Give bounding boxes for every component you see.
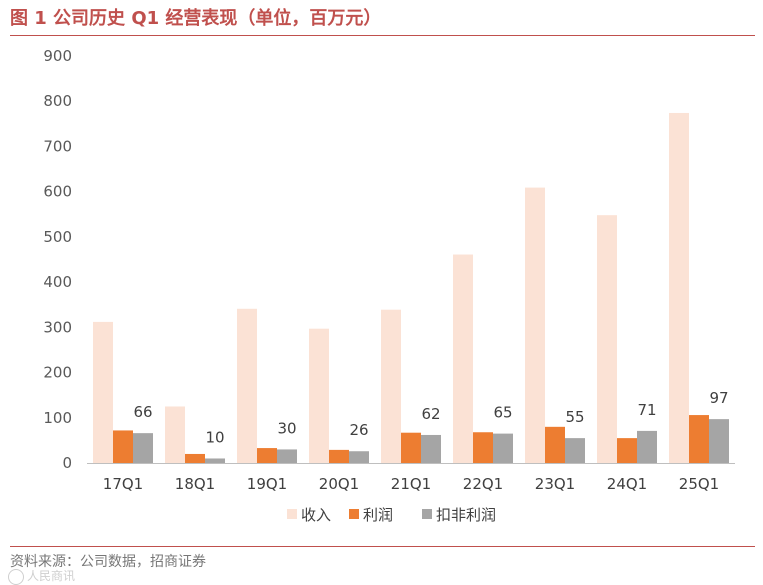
- y-tick-label: 600: [43, 183, 72, 201]
- data-label: 66: [133, 403, 152, 421]
- bar-nonrecurring-profit: [349, 451, 369, 463]
- y-tick-label: 200: [43, 364, 72, 382]
- legend-label-revenue: 收入: [301, 506, 331, 524]
- bar-profit: [545, 426, 565, 463]
- x-tick-label: 23Q1: [535, 475, 575, 493]
- data-label: 71: [637, 401, 656, 419]
- watermark-logo-icon: [8, 568, 24, 585]
- legend-label-profit: 利润: [363, 506, 393, 524]
- bar-revenue: [381, 309, 401, 463]
- x-tick-label: 22Q1: [463, 475, 503, 493]
- data-label: 10: [205, 428, 224, 446]
- bar-revenue: [237, 308, 257, 463]
- x-tick-label: 24Q1: [607, 475, 647, 493]
- bar-nonrecurring-profit: [493, 433, 513, 463]
- x-tick-label: 21Q1: [391, 475, 431, 493]
- legend-swatch-revenue: [287, 509, 297, 519]
- bar-profit: [689, 415, 709, 463]
- bar-revenue: [453, 254, 473, 463]
- bar-profit: [257, 448, 277, 463]
- x-tick-label: 20Q1: [319, 475, 359, 493]
- bar-nonrecurring-profit: [565, 438, 585, 463]
- y-tick-label: 700: [43, 137, 72, 155]
- y-tick-label: 0: [62, 454, 72, 472]
- y-tick-label: 300: [43, 318, 72, 336]
- bar-nonrecurring-profit: [133, 433, 153, 463]
- bar-profit: [473, 432, 493, 463]
- bar-profit: [113, 430, 133, 463]
- bar-nonrecurring-profit: [277, 449, 297, 463]
- y-tick-label: 500: [43, 228, 72, 246]
- x-tick-label: 25Q1: [679, 475, 719, 493]
- bar-revenue: [165, 406, 185, 463]
- bar-nonrecurring-profit: [709, 419, 729, 463]
- y-tick-label: 400: [43, 273, 72, 291]
- y-tick-label: 800: [43, 92, 72, 110]
- data-label: 62: [421, 405, 440, 423]
- watermark: 人民商讯: [8, 567, 75, 585]
- bar-nonrecurring-profit: [637, 430, 657, 463]
- bar-nonrecurring-profit: [205, 458, 225, 463]
- bar-profit: [185, 453, 205, 463]
- legend-swatch-profit: [349, 509, 359, 519]
- bar-profit: [617, 438, 637, 463]
- bar-nonrecurring-profit: [421, 434, 441, 463]
- data-label: 65: [493, 404, 512, 422]
- y-tick-label: 900: [43, 47, 72, 65]
- legend-label-nonrecurring-profit: 扣非利润: [436, 506, 496, 524]
- source-divider: [10, 546, 755, 547]
- x-tick-label: 18Q1: [175, 475, 215, 493]
- chart: 0 100 200 300 400 500 600 700 800 900 66 17Q1 10 18Q1…: [43, 47, 735, 524]
- bar-revenue: [669, 112, 689, 463]
- watermark-text: 人民商讯: [27, 569, 76, 583]
- bar-revenue: [597, 215, 617, 463]
- bar-profit: [329, 449, 349, 463]
- source-note: 资料来源：公司数据，招商证券: [10, 554, 206, 570]
- data-label: 30: [277, 419, 296, 437]
- y-tick-label: 100: [43, 409, 72, 427]
- data-label: 55: [565, 408, 584, 426]
- figure-title: 图 1 公司历史 Q1 经营表现（单位，百万元）: [10, 8, 382, 29]
- x-tick-label: 17Q1: [103, 475, 143, 493]
- title-divider: [10, 35, 755, 36]
- x-tick-label: 19Q1: [247, 475, 287, 493]
- bar-revenue: [309, 328, 329, 463]
- bar-profit: [401, 432, 421, 463]
- data-label: 97: [709, 389, 728, 407]
- bar-revenue: [93, 321, 113, 463]
- legend-swatch-nonrecurring-profit: [422, 509, 432, 519]
- bar-revenue: [525, 187, 545, 463]
- data-label: 26: [349, 421, 368, 439]
